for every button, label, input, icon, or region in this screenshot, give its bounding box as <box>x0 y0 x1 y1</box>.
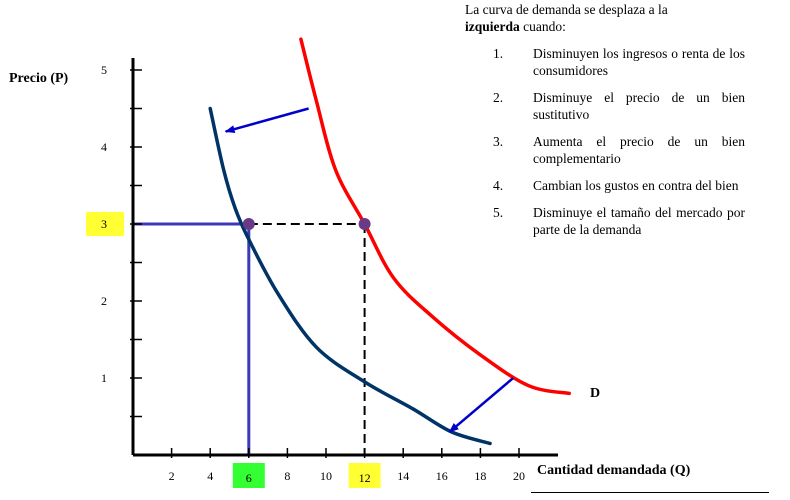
shift-notes: La curva de demanda se desplaza a la izq… <box>465 1 745 248</box>
list-item: 1. Disminuyen los ingresos o renta de los… <box>493 46 745 78</box>
x-tick-highlight <box>232 463 265 488</box>
x-tick-label: 16 <box>436 469 448 483</box>
notes-intro-tail: cuando: <box>523 19 566 34</box>
y-tick-highlight <box>86 212 124 236</box>
y-tick-label: 5 <box>101 63 107 77</box>
x-tick-label: 20 <box>513 469 525 483</box>
x-tick-label: 6 <box>246 471 252 485</box>
x-tick-label: 18 <box>474 469 486 483</box>
y-tick-label: 2 <box>101 294 107 308</box>
list-item: 2. Disminuye el precio de un bien sustitu… <box>493 90 745 122</box>
curve-label-d: D <box>590 386 600 401</box>
notes-intro: La curva de demanda se desplaza a la izq… <box>465 1 745 35</box>
equilibrium-point <box>242 218 255 230</box>
notes-intro-bold: izquierda <box>465 19 520 34</box>
original-demand-curve <box>299 37 571 396</box>
y-axis-title: Precio (P) <box>9 71 69 86</box>
shifted-demand-curve <box>208 106 492 446</box>
shift-arrow <box>224 107 309 134</box>
equilibrium-point <box>358 218 371 230</box>
list-item: 3. Aumenta el precio de un bien complemen… <box>493 134 745 166</box>
x-tick-label: 14 <box>397 469 409 483</box>
notes-intro-plain: La curva de demanda se desplaza a la <box>465 2 668 17</box>
list-item: 5. Disminuye el tamaño del mercado por pa… <box>493 205 745 237</box>
y-tick-label: 1 <box>101 371 107 385</box>
x-tick-label: 8 <box>284 469 290 483</box>
x-tick-label: 4 <box>207 469 213 483</box>
x-axis-title: Cantidad demandada (Q) <box>537 463 691 478</box>
list-item: 4. Cambian los gustos en contra del bien <box>493 178 739 193</box>
x-tick-label: 2 <box>169 469 175 483</box>
y-tick-label: 4 <box>101 140 107 154</box>
y-tick-label: 3 <box>101 217 107 231</box>
bottom-rule <box>531 492 769 493</box>
x-tick-label: 10 <box>320 469 332 483</box>
shift-arrow <box>448 377 515 433</box>
x-tick-highlight <box>348 463 381 488</box>
x-tick-label: 12 <box>359 471 371 485</box>
notes-list: 1. Disminuyen los ingresos o renta de los… <box>465 45 745 238</box>
